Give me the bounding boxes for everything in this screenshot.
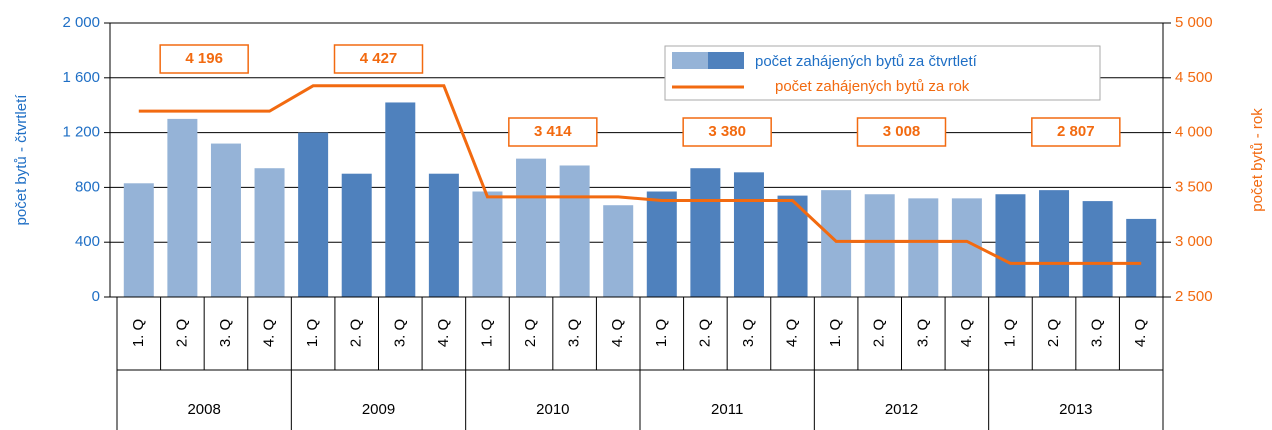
x-tick-label: 3. Q: [914, 319, 931, 347]
y-axis-title: počet bytů - čtvrtletí: [13, 94, 30, 226]
x-tick-label: 3. Q: [391, 319, 408, 347]
value-label: 3 380: [708, 123, 746, 140]
y-tick-label: 1 600: [62, 69, 100, 86]
value-label: 3 008: [883, 123, 921, 140]
value-label-box: [682, 117, 772, 147]
bar: [1126, 218, 1157, 297]
year-label: 2011: [711, 401, 743, 418]
bar: [1082, 201, 1113, 297]
line: [138, 84, 1142, 265]
x-tick-label: 2. Q: [348, 319, 365, 347]
bar: [603, 205, 634, 297]
value-label: 3 414: [534, 123, 572, 140]
legend-label: počet zahájených bytů za rok: [775, 78, 970, 95]
y2-tick-label: 4 500: [1175, 69, 1213, 86]
bar: [646, 191, 677, 297]
x-tick-label: 4. Q: [435, 319, 452, 347]
year-label: 2010: [536, 401, 569, 418]
bar: [777, 195, 808, 297]
legend-swatch: [672, 52, 708, 69]
x-tick-label: 2. Q: [173, 319, 190, 347]
x-tick-label: 1. Q: [827, 319, 844, 347]
value-label-box: [856, 117, 947, 147]
bar: [123, 183, 154, 297]
x-tick-label: 2. Q: [696, 319, 713, 347]
y2-tick-label: 4 000: [1175, 124, 1213, 141]
x-tick-label: 1. Q: [1001, 319, 1018, 347]
bar: [341, 173, 372, 297]
value-label: 2 807: [1057, 123, 1095, 140]
x-tick-label: 3. Q: [217, 319, 234, 347]
y2-tick-label: 3 000: [1175, 233, 1213, 250]
x-tick-label: 4. Q: [261, 319, 278, 347]
x-tick-label: 1. Q: [130, 319, 147, 347]
value-label: 4 427: [360, 50, 398, 67]
y2-tick-label: 2 500: [1175, 288, 1213, 305]
value-label: 4 196: [185, 50, 223, 67]
y-tick-label: 2 000: [62, 14, 100, 31]
bar: [385, 102, 416, 298]
value-label-box: [1031, 117, 1121, 147]
x-tick-label: 3. Q: [740, 319, 757, 347]
year-label: 2012: [885, 401, 918, 418]
year-label: 2008: [187, 401, 220, 418]
y-tick-label: 400: [75, 233, 100, 250]
bar: [298, 132, 329, 297]
bar: [864, 194, 895, 297]
value-label-box: [508, 117, 598, 147]
year-label: 2009: [362, 401, 395, 418]
bar: [690, 168, 721, 297]
x-tick-label: 1. Q: [304, 319, 321, 347]
bar: [908, 198, 939, 297]
y-tick-label: 800: [75, 178, 100, 195]
x-tick-label: 3. Q: [1089, 319, 1106, 347]
bar: [516, 158, 547, 297]
y-tick-label: 1 200: [62, 124, 100, 141]
bar: [428, 173, 459, 297]
year-label: 2013: [1059, 401, 1092, 418]
legend-label: počet zahájených bytů za čtvrtletí: [755, 53, 978, 70]
bar: [559, 165, 590, 297]
x-tick-label: 4. Q: [609, 319, 626, 347]
x-tick-label: 2. Q: [1045, 319, 1062, 347]
bar: [733, 172, 764, 297]
y2-tick-label: 5 000: [1175, 14, 1213, 31]
y2-tick-label: 3 500: [1175, 178, 1213, 195]
y2-axis-title: počet bytů - rok: [1249, 108, 1266, 212]
bar: [1039, 190, 1070, 297]
value-label-box: [333, 44, 424, 74]
bar: [995, 194, 1026, 297]
bar: [167, 118, 198, 298]
x-tick-label: 2. Q: [871, 319, 888, 347]
bar: [210, 143, 241, 297]
y-tick-label: 0: [92, 288, 100, 305]
x-tick-label: 1. Q: [653, 319, 670, 347]
x-tick-label: 3. Q: [566, 319, 583, 347]
value-label-box: [159, 44, 249, 74]
x-tick-label: 2. Q: [522, 319, 539, 347]
x-tick-label: 1. Q: [478, 319, 495, 347]
legend-swatch: [708, 52, 744, 69]
bar: [821, 190, 852, 297]
x-tick-label: 4. Q: [784, 319, 801, 347]
x-tick-label: 4. Q: [958, 319, 975, 347]
bar: [254, 168, 285, 297]
x-tick-label: 4. Q: [1132, 319, 1149, 347]
bar: [472, 191, 503, 297]
